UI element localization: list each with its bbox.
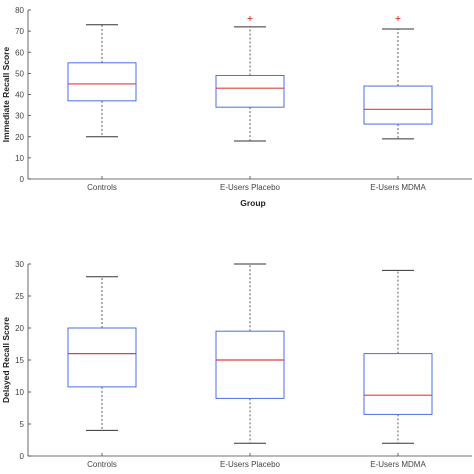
box-iqr [215,330,285,399]
y-tick-label: 20 [15,133,24,142]
box-iqr [67,62,137,102]
y-tick-label: 50 [15,69,24,78]
y-tick-label: 70 [15,27,24,36]
x-tick-label: E-Users Placebo [220,183,281,192]
y-tick-label: 30 [15,112,24,121]
x-tick-label: Controls [87,183,117,192]
y-tick-label: 80 [15,6,24,15]
box-iqr [67,327,137,388]
y-tick-label: 0 [20,175,25,184]
box-iqr [363,353,433,415]
y-tick-label: 15 [15,356,24,365]
y-tick-label: 30 [15,260,24,269]
x-tick-label: E-Users Placebo [220,460,281,469]
x-axis-label: Group [240,198,266,208]
outlier-marker [247,15,253,21]
y-tick-label: 0 [20,452,25,461]
y-tick-label: 40 [15,91,24,100]
chart-panel-1: 0 10 20 30 40 50 60 70 80 Immediate Recall Score C… [1,6,472,208]
outlier-marker [395,15,401,21]
box-iqr [215,74,285,108]
y-tick-label: 5 [20,420,25,429]
y-tick-label: 60 [15,48,24,57]
y-tick-label: 25 [15,292,24,301]
x-tick-label: E-Users MDMA [370,183,426,192]
x-tick-label: Controls [87,460,117,469]
y-tick-label: 20 [15,324,24,333]
x-tick-label: E-Users MDMA [370,460,426,469]
y-axis-label: Immediate Recall Score [1,47,11,143]
y-axis-label: Delayed Recall Score [1,317,11,403]
chart-panel-2: 0 5 10 15 20 25 30 Delayed Recall Score Controls… [1,260,472,469]
y-tick-label: 10 [15,154,24,163]
box-iqr [363,85,433,125]
y-tick-label: 10 [15,388,24,397]
